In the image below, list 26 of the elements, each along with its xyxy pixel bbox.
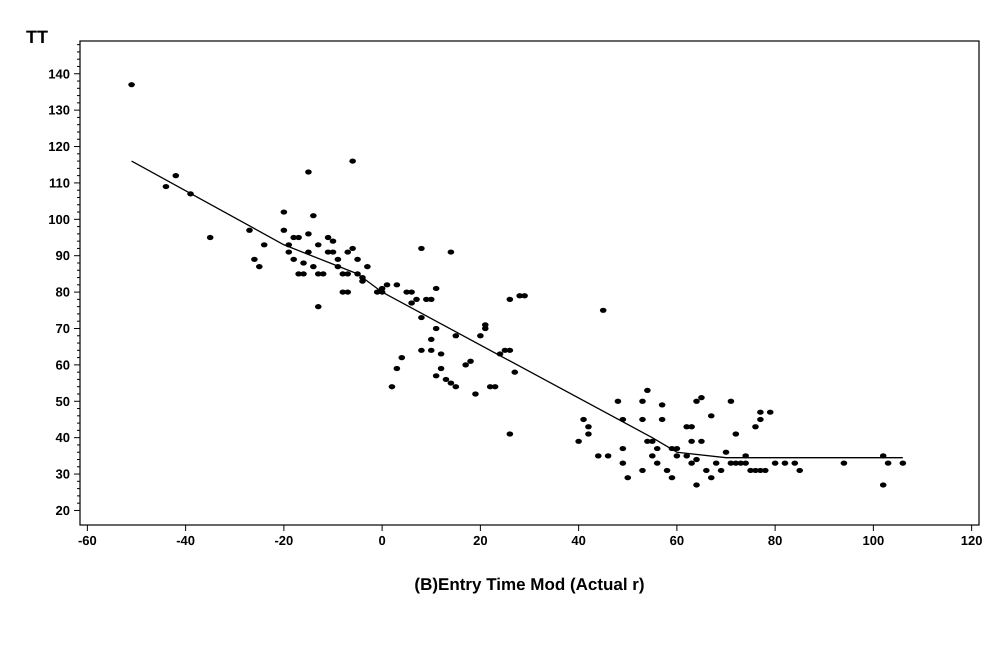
x-tick-label: 120: [960, 533, 982, 548]
y-tick-label: 100: [48, 212, 70, 227]
y-tick-label: 50: [56, 394, 70, 409]
x-tick-label: -60: [78, 533, 97, 548]
x-tick-label: 0: [378, 533, 386, 548]
y-tick-label: 120: [48, 139, 70, 154]
y-tick-label: 60: [56, 357, 70, 372]
line-series: [130, 160, 904, 458]
y-axis-title: TT: [26, 27, 48, 47]
y-tick-label: 80: [56, 284, 70, 300]
x-tick-label: 20: [473, 533, 488, 548]
x-tick-label: -20: [274, 533, 294, 548]
y-tick-label: 130: [48, 102, 70, 118]
y-tick-label: 40: [56, 430, 70, 446]
y-tick-label: 20: [56, 502, 70, 518]
x-tick-label: 60: [670, 533, 684, 548]
x-tick-label: -40: [176, 533, 196, 548]
x-tick-label: 100: [862, 533, 884, 548]
y-tick-label: 110: [49, 175, 70, 190]
x-axis-title: (B)Entry Time Mod (Actual r): [414, 575, 645, 594]
y-tick-label: 30: [56, 466, 70, 482]
y-tick-label: 70: [56, 320, 70, 336]
y-tick-label: 140: [48, 66, 70, 82]
x-tick-label: 40: [571, 533, 586, 548]
x-tick-label: 80: [768, 533, 782, 548]
y-tick-label: 90: [56, 248, 70, 264]
